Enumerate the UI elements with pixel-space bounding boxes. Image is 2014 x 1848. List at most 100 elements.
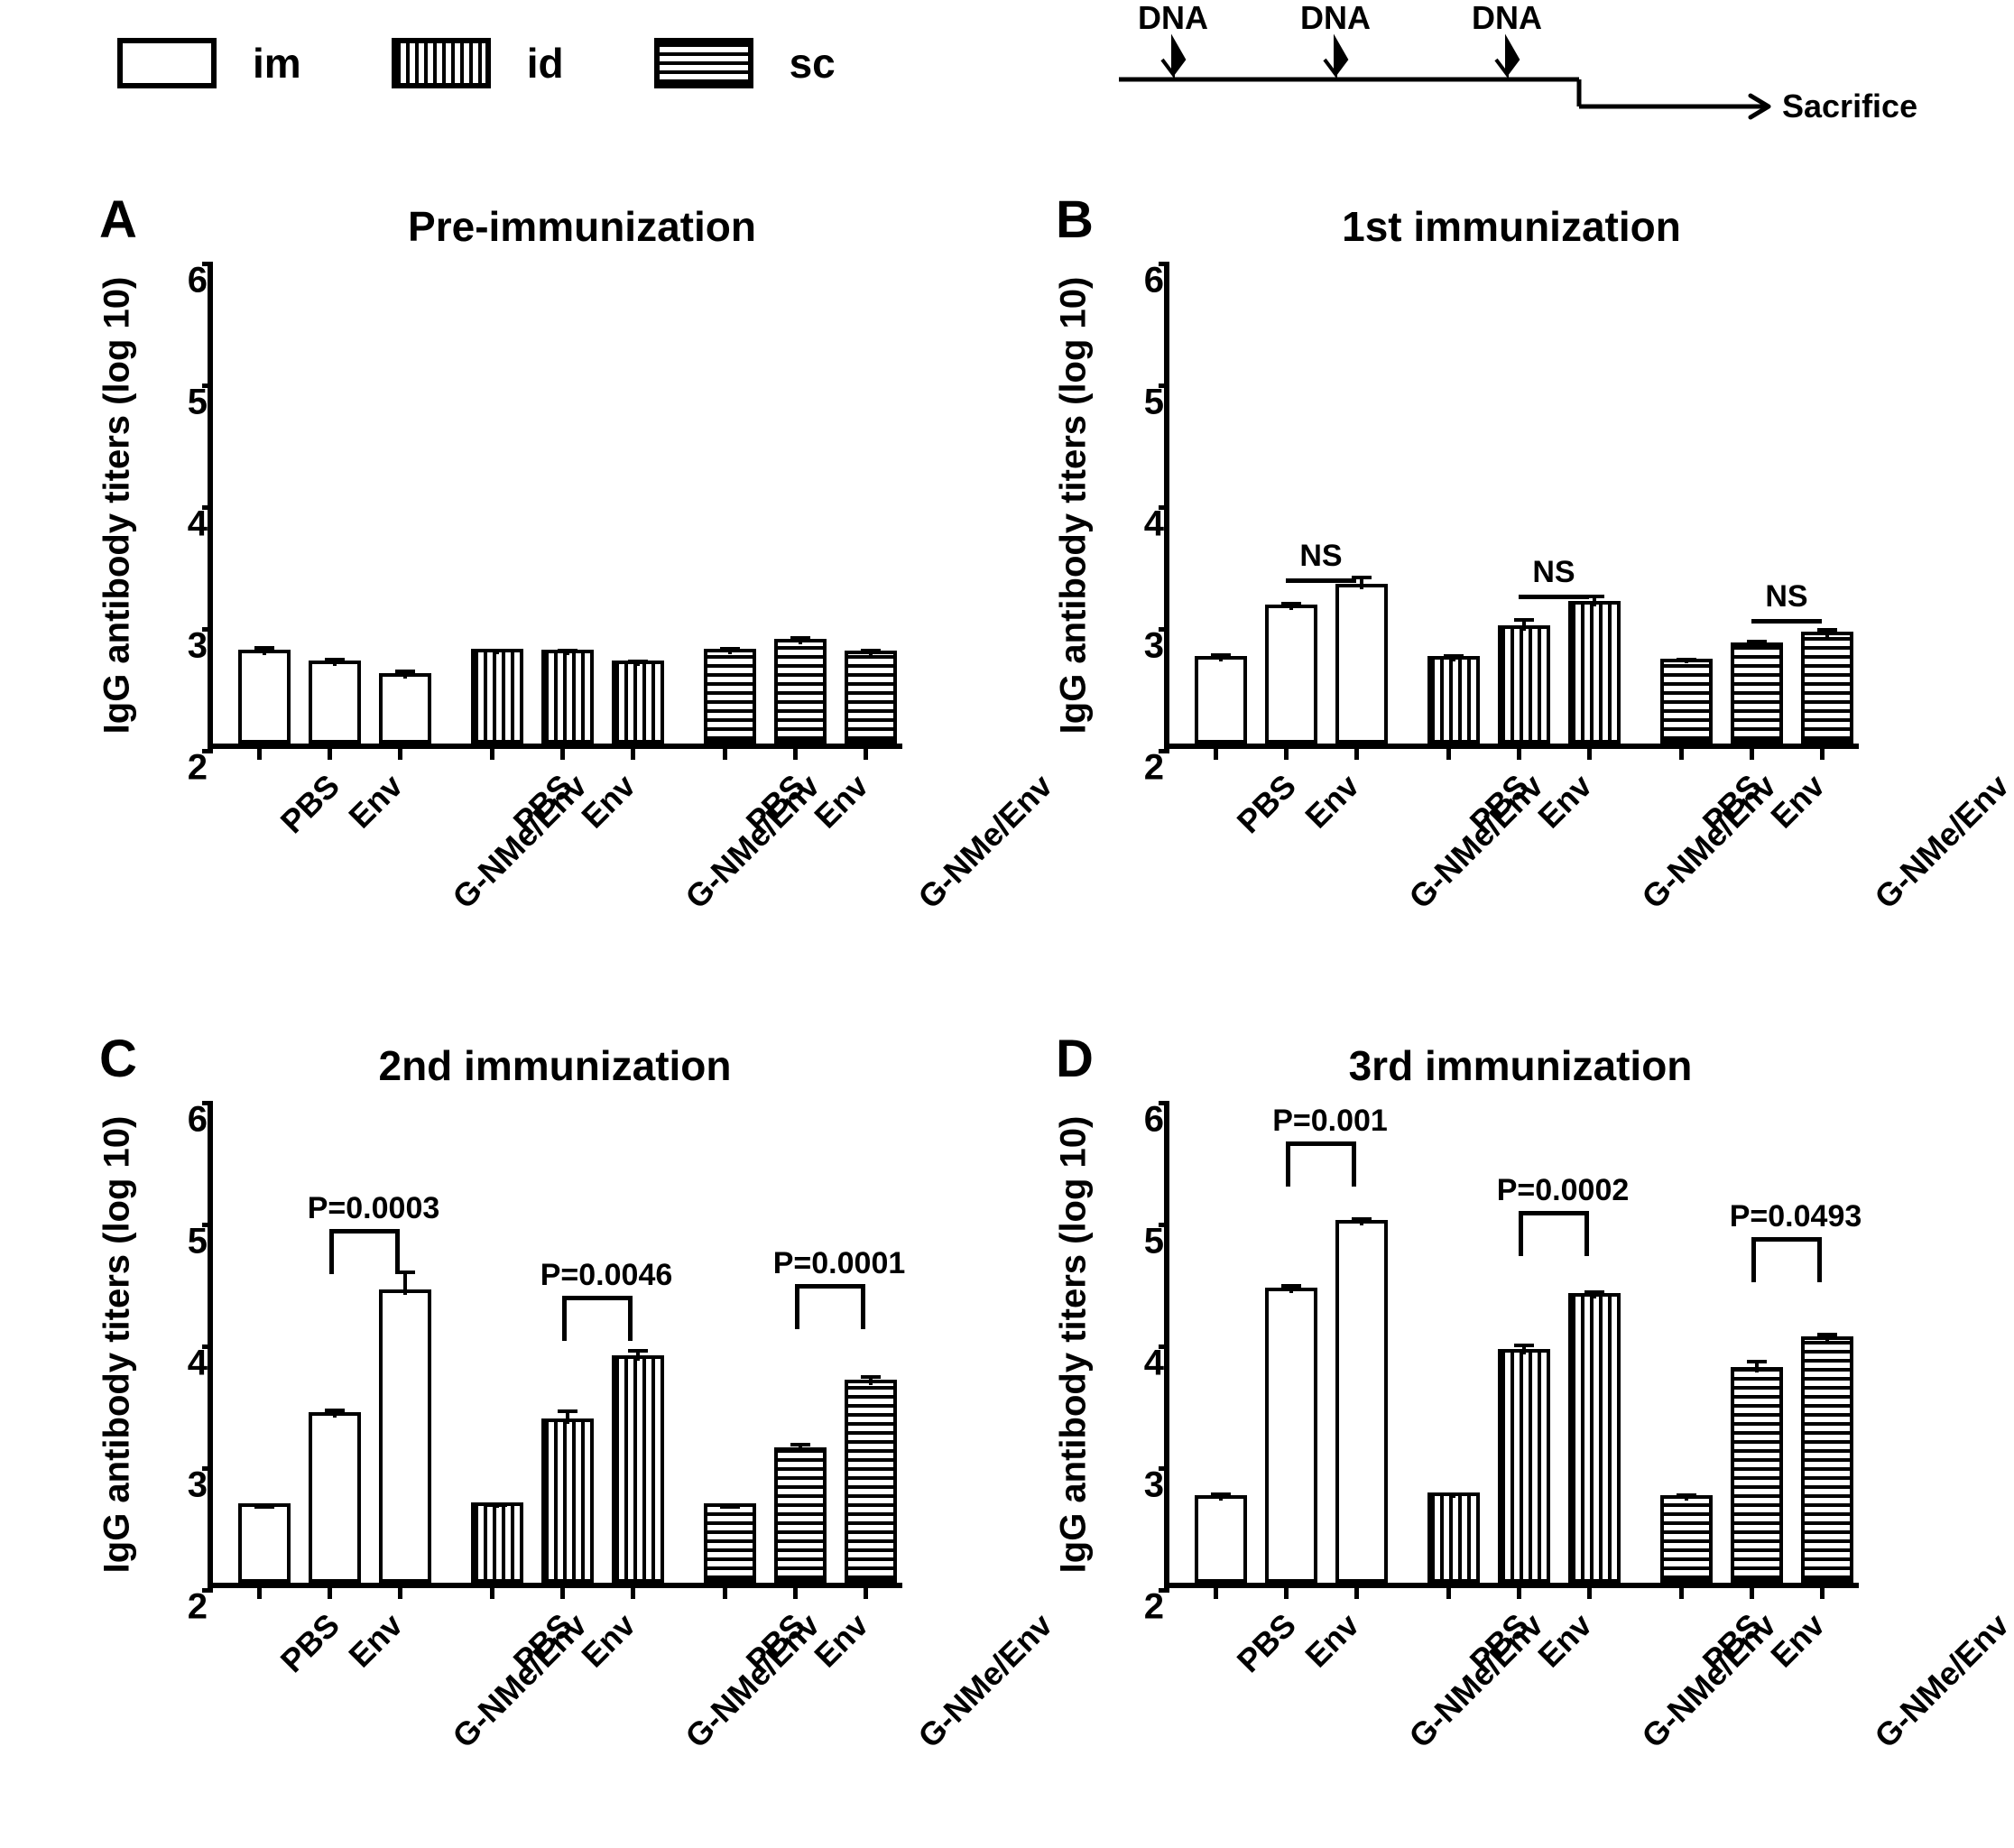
bars-container <box>213 1101 902 1583</box>
error-bar <box>566 1411 569 1424</box>
y-axis-label: IgG antibody titers (log 10) <box>97 1116 138 1574</box>
annotation-label: NS <box>1751 579 1823 614</box>
xtick-mark <box>490 1588 494 1599</box>
annotation-label: P=0.0001 <box>749 1246 929 1281</box>
bar <box>1498 1349 1550 1583</box>
xtick-mark <box>1284 1588 1289 1599</box>
annotation-bracket-top <box>1751 1237 1822 1242</box>
error-cap <box>1677 658 1696 661</box>
panel-title: Pre-immunization <box>63 202 1020 251</box>
annotation-bracket-left <box>1286 1141 1290 1187</box>
ytick-mark <box>202 749 213 753</box>
annotation-label: P=0.0493 <box>1705 1199 1886 1234</box>
annotation-label: NS <box>1285 539 1357 574</box>
bar <box>1660 1495 1713 1583</box>
ytick-mark <box>1159 749 1169 753</box>
bar <box>704 649 756 744</box>
xtick-mark <box>1354 749 1359 760</box>
error-cap <box>1444 654 1464 658</box>
bar <box>1335 584 1388 744</box>
bar <box>612 661 664 744</box>
bar <box>1731 1367 1783 1583</box>
annotation-bracket-right <box>1584 1211 1589 1256</box>
bar <box>1801 632 1853 744</box>
ytick-label: 4 <box>153 1344 208 1384</box>
bar <box>845 1380 897 1583</box>
timeline-sacrifice: Sacrifice <box>1782 88 1917 125</box>
panel-title: 3rd immunization <box>1020 1041 1958 1090</box>
bar <box>1335 1220 1388 1583</box>
annotation-bracket-right <box>1352 1141 1356 1187</box>
bar <box>238 650 291 744</box>
timeline-diagram: DNA DNA DNA Sacrifice <box>1083 0 1940 117</box>
error-cap <box>558 1409 577 1413</box>
error-cap <box>558 649 577 652</box>
timeline-dna-2: DNA <box>1300 0 1371 36</box>
xtick-label: Env <box>807 767 875 836</box>
panel-title: 1st immunization <box>1020 202 1949 251</box>
xtick-mark <box>631 749 635 760</box>
plot-area <box>208 262 902 749</box>
bar <box>541 650 594 744</box>
panel-B: B1st immunizationIgG antibody titers (lo… <box>1020 180 1895 975</box>
error-cap <box>1211 653 1231 657</box>
xtick-mark <box>328 1588 332 1599</box>
error-cap <box>1514 1344 1534 1347</box>
error-cap <box>487 649 507 652</box>
error-cap <box>790 1443 810 1446</box>
error-cap <box>628 1349 648 1353</box>
xtick-label: Env <box>1763 767 1832 836</box>
error-cap <box>254 646 274 650</box>
ytick-label: 6 <box>1110 261 1164 301</box>
bar <box>612 1355 664 1583</box>
bar <box>1195 1495 1247 1583</box>
legend-label-im: im <box>253 39 301 88</box>
xtick-label: G-NMe/Env <box>1867 767 2014 916</box>
y-axis-label: IgG antibody titers (log 10) <box>97 277 138 735</box>
xtick-mark <box>560 1588 565 1599</box>
xtick-label: Env <box>341 1606 410 1675</box>
xtick-mark <box>1587 749 1592 760</box>
xtick-mark <box>1517 749 1521 760</box>
error-cap <box>1747 640 1767 643</box>
bar <box>1801 1336 1853 1583</box>
xtick-label: Env <box>1298 1606 1366 1675</box>
error-cap <box>325 658 345 661</box>
bar <box>1195 656 1247 744</box>
ytick-label: 6 <box>1110 1100 1164 1141</box>
xtick-mark <box>723 1588 727 1599</box>
annotation-bracket-left <box>1519 1211 1523 1256</box>
bar <box>541 1418 594 1583</box>
annotation-bracket-left <box>562 1296 567 1341</box>
xtick-mark <box>1750 1588 1754 1599</box>
legend-label-sc: sc <box>790 39 836 88</box>
bar <box>1660 659 1713 744</box>
ytick-label: 2 <box>1110 1587 1164 1628</box>
ytick-label: 6 <box>153 1100 208 1141</box>
xtick-label: PBS <box>273 767 347 841</box>
error-cap <box>1584 1290 1604 1294</box>
xtick-mark <box>793 749 798 760</box>
ytick-label: 3 <box>1110 1465 1164 1506</box>
legend-swatch-im <box>117 38 217 88</box>
error-cap <box>1817 628 1837 632</box>
plot-area <box>1164 262 1859 749</box>
annotation-bracket-left <box>795 1284 799 1329</box>
annotation-label: P=0.0002 <box>1473 1173 1653 1208</box>
panel-A: APre-immunizationIgG antibody titers (lo… <box>63 180 938 975</box>
annotation-bracket-top <box>562 1296 633 1300</box>
xtick-label: Env <box>1763 1606 1832 1675</box>
error-cap <box>628 660 648 663</box>
bar <box>1568 601 1621 744</box>
bar <box>1265 1288 1317 1583</box>
xtick-mark <box>864 749 868 760</box>
xtick-label: Env <box>574 1606 642 1675</box>
error-cap <box>1817 1333 1837 1336</box>
y-axis-label: IgG antibody titers (log 10) <box>1054 277 1095 735</box>
annotation-bracket-left <box>1751 1237 1756 1282</box>
ytick-mark <box>1159 1588 1169 1593</box>
xtick-mark <box>1284 749 1289 760</box>
bar <box>1427 1492 1480 1583</box>
bar <box>471 1502 523 1583</box>
ytick-label: 5 <box>1110 1222 1164 1262</box>
